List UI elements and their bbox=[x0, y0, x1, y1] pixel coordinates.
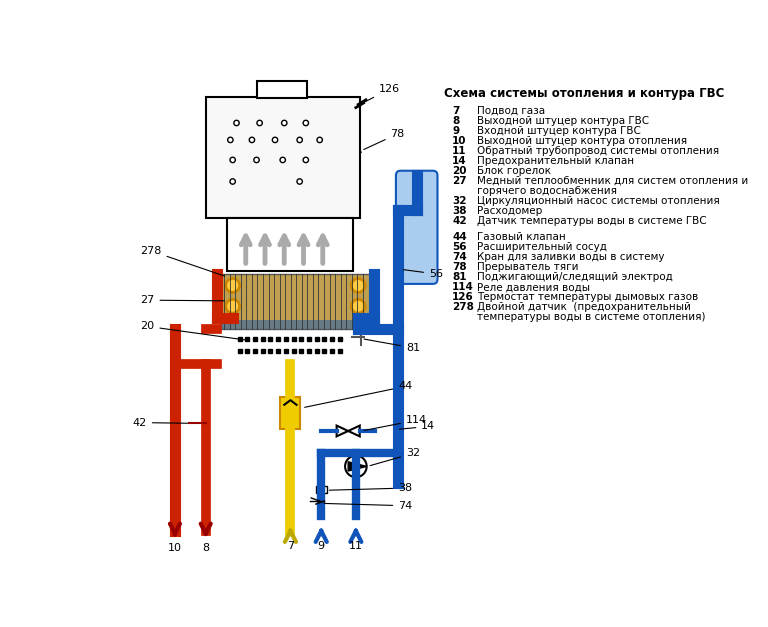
Bar bbox=[221, 320, 371, 329]
Circle shape bbox=[317, 137, 323, 142]
Bar bbox=[221, 274, 371, 329]
Text: 20: 20 bbox=[452, 166, 467, 176]
Text: Циркуляционный насос системы отопления: Циркуляционный насос системы отопления bbox=[477, 196, 720, 206]
Circle shape bbox=[303, 157, 309, 162]
Text: Двойной датчик  (предохранительный: Двойной датчик (предохранительный bbox=[477, 302, 690, 312]
Text: 10: 10 bbox=[168, 543, 182, 553]
Text: 32: 32 bbox=[452, 196, 467, 206]
Text: 56: 56 bbox=[452, 242, 467, 252]
Text: 56: 56 bbox=[403, 269, 443, 279]
Circle shape bbox=[280, 157, 286, 162]
Text: 7: 7 bbox=[287, 541, 294, 551]
Text: Входной штуцер контура ГВС: Входной штуцер контура ГВС bbox=[477, 126, 641, 136]
Circle shape bbox=[227, 137, 233, 142]
Text: Медный теплообменник для систем отопления и: Медный теплообменник для систем отоплени… bbox=[477, 176, 748, 186]
Text: Прерыватель тяги: Прерыватель тяги bbox=[477, 262, 578, 272]
Text: 10: 10 bbox=[452, 136, 467, 146]
Text: 81: 81 bbox=[364, 339, 420, 353]
Text: 42: 42 bbox=[452, 216, 467, 226]
Circle shape bbox=[297, 137, 303, 142]
Text: 278: 278 bbox=[141, 246, 225, 276]
Bar bbox=[206, 97, 359, 218]
Text: 126: 126 bbox=[452, 292, 474, 302]
Circle shape bbox=[273, 137, 278, 142]
Circle shape bbox=[230, 157, 235, 162]
Circle shape bbox=[257, 120, 263, 125]
Text: 11: 11 bbox=[452, 146, 467, 156]
Text: Поджигающий/следящий электрод: Поджигающий/следящий электрод bbox=[477, 272, 673, 282]
Text: 14: 14 bbox=[452, 156, 467, 166]
FancyBboxPatch shape bbox=[396, 171, 438, 284]
Text: Газовый клапан: Газовый клапан bbox=[477, 233, 565, 242]
Text: Выходной штуцер контура отопления: Выходной штуцер контура отопления bbox=[477, 136, 687, 146]
Circle shape bbox=[351, 299, 365, 313]
Circle shape bbox=[319, 498, 323, 503]
Text: 81: 81 bbox=[452, 272, 467, 282]
Text: Реле давления воды: Реле давления воды bbox=[477, 282, 590, 292]
Text: 44: 44 bbox=[452, 233, 467, 242]
Text: 114: 114 bbox=[364, 415, 427, 431]
Polygon shape bbox=[348, 461, 366, 471]
Text: 78: 78 bbox=[452, 262, 467, 272]
Text: 8: 8 bbox=[202, 543, 210, 553]
Text: горячего водоснабжения: горячего водоснабжения bbox=[477, 186, 617, 196]
Text: 74: 74 bbox=[324, 501, 412, 511]
Circle shape bbox=[230, 179, 235, 184]
Text: Выходной штуцер контура ГВС: Выходной штуцер контура ГВС bbox=[477, 116, 649, 126]
Text: Расширительный сосуд: Расширительный сосуд bbox=[477, 242, 607, 252]
Circle shape bbox=[254, 157, 260, 162]
Text: 278: 278 bbox=[452, 302, 474, 312]
Text: Датчик температуры воды в системе ГВС: Датчик температуры воды в системе ГВС bbox=[477, 216, 707, 226]
Circle shape bbox=[351, 278, 365, 292]
Text: 32: 32 bbox=[370, 448, 420, 466]
Circle shape bbox=[226, 278, 240, 292]
Text: 114: 114 bbox=[452, 282, 474, 292]
Text: 27: 27 bbox=[141, 295, 224, 305]
Text: 42: 42 bbox=[133, 418, 187, 428]
Text: 7: 7 bbox=[452, 106, 459, 116]
Text: 78: 78 bbox=[364, 129, 405, 149]
Bar bbox=[227, 218, 353, 271]
Circle shape bbox=[233, 120, 239, 125]
Text: Подвод газа: Подвод газа bbox=[477, 106, 545, 116]
Bar bbox=[257, 82, 307, 98]
Text: 74: 74 bbox=[452, 252, 467, 262]
Text: 11: 11 bbox=[349, 541, 362, 551]
Text: Расходомер: Расходомер bbox=[477, 206, 542, 216]
Text: 27: 27 bbox=[452, 176, 467, 186]
Text: Обратный трубопровод системы отопления: Обратный трубопровод системы отопления bbox=[477, 146, 719, 156]
Text: 20: 20 bbox=[141, 322, 249, 340]
Text: 8: 8 bbox=[452, 116, 459, 126]
Text: 38: 38 bbox=[452, 206, 467, 216]
Text: 9: 9 bbox=[452, 126, 459, 136]
Text: Термостат температуры дымовых газов: Термостат температуры дымовых газов bbox=[477, 292, 698, 302]
Text: Кран для заливки воды в систему: Кран для заливки воды в систему bbox=[477, 252, 664, 262]
Circle shape bbox=[250, 137, 255, 142]
Text: Предохранительный клапан: Предохранительный клапан bbox=[477, 156, 634, 166]
Circle shape bbox=[297, 179, 303, 184]
Bar bbox=[316, 487, 326, 493]
Text: 38: 38 bbox=[329, 483, 412, 493]
Circle shape bbox=[345, 456, 366, 477]
Text: 44: 44 bbox=[305, 381, 412, 408]
Text: Блок горелок: Блок горелок bbox=[477, 166, 551, 176]
Bar bbox=[280, 397, 300, 429]
Text: Схема системы отопления и контура ГВС: Схема системы отопления и контура ГВС bbox=[445, 87, 725, 100]
Text: 126: 126 bbox=[362, 84, 400, 103]
Circle shape bbox=[303, 120, 309, 125]
Text: температуры воды в системе отопления): температуры воды в системе отопления) bbox=[477, 312, 705, 322]
Text: 14: 14 bbox=[399, 421, 435, 431]
Text: 9: 9 bbox=[318, 541, 325, 551]
Circle shape bbox=[282, 120, 287, 125]
Circle shape bbox=[226, 299, 240, 313]
